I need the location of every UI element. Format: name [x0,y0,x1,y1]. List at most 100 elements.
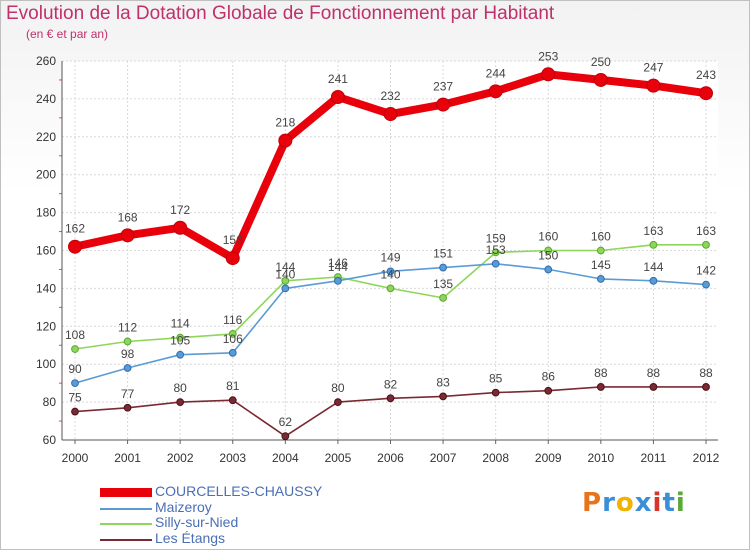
data-point-Les Étangs-2000 [71,407,79,416]
data-label-Les Étangs-2008: 85 [489,372,503,386]
data-label-COURCELLES-CHAUSSY-2004: 218 [275,116,295,130]
data-label-Silly-sur-Nied-2007: 135 [433,277,453,291]
data-label-COURCELLES-CHAUSSY-2011: 247 [643,61,663,75]
data-label-Maizeroy-2008: 153 [486,243,506,257]
data-label-Maizeroy-2005: 144 [328,260,348,274]
data-label-Les Étangs-2011: 88 [647,366,661,380]
data-point-Les Étangs-2012 [702,383,710,391]
data-label-Les Étangs-2005: 80 [331,381,345,395]
x-tick-label-2005: 2005 [325,451,352,465]
data-point-COURCELLES-CHAUSSY-2005 [330,90,345,105]
data-label-Silly-sur-Nied-2000: 108 [65,328,85,342]
data-point-COURCELLES-CHAUSSY-2012 [699,86,713,101]
data-label-Les Étangs-2001: 77 [121,387,135,401]
y-tick-label-80: 80 [43,395,57,409]
data-label-Maizeroy-2012: 142 [696,264,716,278]
data-point-COURCELLES-CHAUSSY-2002 [173,220,188,235]
data-point-Maizeroy-2003 [228,348,237,357]
data-label-Silly-sur-Nied-2005: 146 [328,256,348,270]
data-point-Maizeroy-2009 [544,265,553,274]
y-tick-label-60: 60 [43,433,57,447]
data-point-Maizeroy-2008 [491,259,500,268]
data-point-Silly-sur-Nied-2004 [281,276,290,285]
x-tick-label-2012: 2012 [693,451,720,465]
data-point-Maizeroy-2000 [71,379,79,388]
data-label-COURCELLES-CHAUSSY-2001: 168 [118,210,138,224]
data-point-Maizeroy-2002 [176,350,185,359]
x-tick-label-2003: 2003 [219,451,246,465]
legend-label: Les Étangs [155,529,226,546]
y-tick-label-260: 260 [36,54,56,68]
data-label-COURCELLES-CHAUSSY-2010: 250 [591,55,611,69]
logo-letter: r [602,488,616,518]
data-label-Silly-sur-Nied-2002: 114 [171,317,190,331]
legend-swatch [100,538,152,541]
x-tick-label-2008: 2008 [482,451,509,465]
data-label-Silly-sur-Nied-2008: 159 [486,231,506,245]
data-label-Les Étangs-2000: 75 [68,391,82,405]
data-label-Silly-sur-Nied-2006: 140 [380,267,400,281]
legend-swatch [100,488,152,497]
data-point-Les Étangs-2009 [544,386,553,395]
data-label-Silly-sur-Nied-2003: 116 [223,313,242,327]
data-point-COURCELLES-CHAUSSY-2006 [383,107,398,122]
logo-letter: x [634,488,653,518]
legend-swatch [100,507,152,510]
legend-label: COURCELLES-CHAUSSY [155,483,323,499]
data-label-Silly-sur-Nied-2004: 144 [275,260,295,274]
data-point-Silly-sur-Nied-2000 [71,345,79,353]
legend-label: Maizeroy [155,498,212,515]
data-label-COURCELLES-CHAUSSY-2009: 253 [538,49,558,63]
data-point-Silly-sur-Nied-2008 [491,248,500,257]
data-point-Les Étangs-2002 [176,398,185,407]
data-label-Maizeroy-2007: 151 [433,247,453,261]
data-label-Silly-sur-Nied-2010: 160 [591,230,611,244]
logo-letter: t [662,488,676,518]
data-label-Les Étangs-2004: 62 [279,415,293,429]
data-point-COURCELLES-CHAUSSY-2010 [593,72,608,87]
y-tick-label-140: 140 [36,281,56,295]
data-label-Les Étangs-2010: 88 [594,366,608,380]
x-tick-label-2000: 2000 [62,451,89,465]
legend-swatch [100,523,152,525]
data-label-COURCELLES-CHAUSSY-2000: 162 [65,222,85,236]
x-tick-label-2009: 2009 [535,451,562,465]
data-point-COURCELLES-CHAUSSY-2001 [120,228,135,243]
data-point-Maizeroy-2006 [386,267,395,276]
chart-title: Evolution de la Dotation Globale de Fonc… [6,3,555,24]
legend-label: Silly-sur-Nied [155,514,239,530]
proxiti-logo: Proxiti [582,488,686,518]
data-point-COURCELLES-CHAUSSY-2009 [541,67,556,82]
data-point-COURCELLES-CHAUSSY-2003 [225,251,240,266]
data-label-Maizeroy-2004: 140 [275,267,295,281]
y-tick-label-180: 180 [36,206,56,220]
data-point-Silly-sur-Nied-2006 [386,284,395,293]
x-tick-label-2011: 2011 [641,451,667,465]
data-point-Silly-sur-Nied-2012 [702,240,710,249]
data-point-Maizeroy-2011 [649,276,658,285]
x-tick-label-2007: 2007 [430,451,457,465]
data-label-Silly-sur-Nied-2001: 112 [118,320,137,334]
data-label-Silly-sur-Nied-2009: 160 [538,230,558,244]
data-label-Maizeroy-2011: 144 [643,260,663,274]
logo-letter: o [615,488,635,518]
data-point-COURCELLES-CHAUSSY-2004 [278,133,293,148]
chart-subtitle: (en € et par an) [26,27,109,41]
x-tick-label-2010: 2010 [587,451,614,465]
data-label-Les Étangs-2007: 83 [436,375,450,389]
y-tick-label-240: 240 [36,92,56,106]
data-label-Les Étangs-2012: 88 [699,366,713,380]
data-point-Maizeroy-2005 [334,276,342,285]
data-label-COURCELLES-CHAUSSY-2003: 156 [223,233,243,247]
data-label-Les Étangs-2003: 81 [226,379,240,393]
data-point-COURCELLES-CHAUSSY-2007 [436,97,451,112]
y-tick-label-120: 120 [36,319,56,333]
data-label-Maizeroy-2009: 150 [538,248,558,262]
data-point-Les Étangs-2006 [386,394,395,403]
data-label-COURCELLES-CHAUSSY-2002: 172 [170,203,190,217]
data-point-Les Étangs-2010 [596,383,605,391]
data-label-COURCELLES-CHAUSSY-2006: 232 [380,89,400,103]
data-point-Maizeroy-2010 [596,275,605,283]
logo-letter: i [652,488,663,518]
